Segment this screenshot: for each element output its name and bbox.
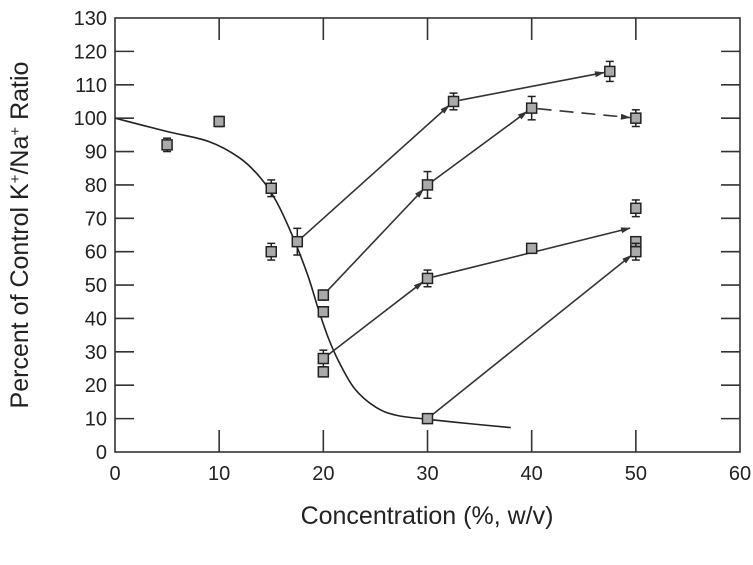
y-axis-label: Percent of Control K+/Na+ Ratio — [6, 62, 34, 409]
data-point — [630, 112, 642, 124]
y-tick-label: 70 — [85, 208, 107, 230]
y-tick-label: 110 — [75, 75, 107, 97]
data-point — [317, 352, 330, 365]
data-point — [421, 272, 434, 285]
x-tick-label: 40 — [521, 463, 543, 485]
y-tick-label: 0 — [96, 442, 107, 464]
data-point — [213, 115, 225, 128]
data-point — [630, 202, 642, 215]
x-tick-label: 20 — [312, 463, 334, 485]
x-tick-label: 10 — [208, 463, 230, 485]
arrow — [301, 104, 450, 239]
x-tick-label: 30 — [416, 463, 438, 485]
data-point — [421, 412, 434, 425]
x-axis-label: Concentration (%, w/v) — [301, 502, 554, 530]
y-tick-label: 30 — [85, 342, 107, 364]
arrow — [327, 281, 424, 356]
y-tick-label: 100 — [74, 108, 107, 130]
y-tick-label: 50 — [85, 275, 107, 297]
y-tick-label: 10 — [85, 409, 107, 431]
data-point — [317, 366, 330, 378]
data-point — [525, 242, 538, 255]
y-tick-label: 90 — [85, 142, 107, 164]
data-point — [447, 95, 460, 108]
y-tick-label: 20 — [85, 375, 107, 397]
y-tick-label: 60 — [85, 242, 107, 264]
data-point — [317, 306, 330, 318]
y-tick-label: 120 — [74, 41, 107, 63]
arrow — [459, 71, 605, 102]
y-tick-label: 40 — [85, 308, 107, 330]
data-point — [421, 179, 434, 191]
data-point — [291, 235, 304, 248]
data-point — [525, 102, 538, 114]
y-tick-label: 80 — [85, 175, 107, 197]
data-point — [630, 245, 642, 258]
plot-frame — [114, 17, 741, 453]
x-tick-label: 50 — [625, 463, 647, 485]
data-point — [265, 245, 277, 258]
data-point — [161, 139, 173, 151]
arrow — [537, 107, 631, 120]
data-point — [265, 182, 277, 195]
arrow — [431, 111, 528, 183]
data-point — [317, 289, 330, 301]
x-tick-label: 60 — [729, 463, 751, 485]
data-point — [604, 65, 616, 78]
y-tick-label: 130 — [74, 8, 107, 30]
arrow — [431, 254, 632, 416]
arrow — [326, 188, 425, 292]
x-tick-label: 0 — [109, 463, 120, 485]
